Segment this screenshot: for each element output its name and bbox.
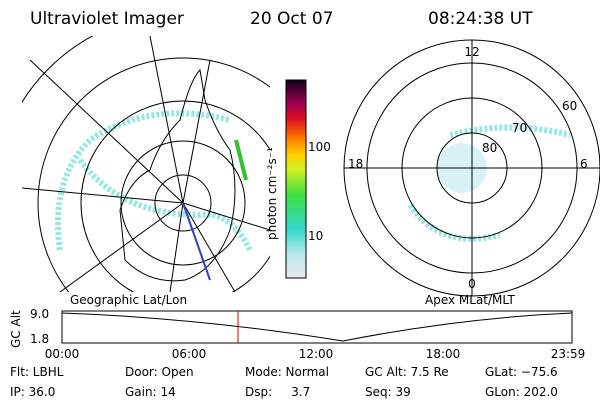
meridians bbox=[22, 36, 270, 292]
lat-circle bbox=[37, 57, 270, 292]
altitude-frame bbox=[61, 310, 573, 344]
aurora bbox=[55, 110, 231, 251]
mlt-axes bbox=[344, 40, 600, 296]
status-field: GC Alt: 7.5 Re bbox=[365, 365, 449, 379]
time: 08:24:38 UT bbox=[428, 9, 533, 29]
lat-label: 60 bbox=[562, 99, 577, 113]
colorbar-tick: 10 bbox=[308, 229, 323, 243]
footer: Flt: LBHL Door: Open Mode: Normal GC Alt: 7… bbox=[10, 365, 558, 399]
aurora bbox=[449, 124, 571, 138]
colorbar-tick: 100 bbox=[308, 140, 331, 154]
altitude-curve bbox=[61, 312, 573, 342]
map-label: Geographic Lat/Lon bbox=[70, 293, 187, 307]
lat-circle bbox=[120, 140, 246, 266]
terminator bbox=[182, 202, 211, 281]
status-field: Flt: LBHL bbox=[10, 365, 64, 379]
apex-map: 12 18 6 0 60 70 80 bbox=[343, 39, 600, 297]
date: 20 Oct 07 bbox=[250, 9, 333, 29]
lat-circle bbox=[22, 36, 94, 104]
mlt-label: 18 bbox=[348, 157, 363, 171]
time-tick: 18:00 bbox=[426, 347, 461, 361]
status-field: Dsp: 3.7 bbox=[245, 385, 310, 399]
mlt-label: 12 bbox=[464, 45, 479, 59]
aurora bbox=[77, 158, 253, 252]
colorbar-label: photon cm⁻²s⁻¹ bbox=[265, 147, 279, 240]
status-field: GLon: 202.0 bbox=[485, 385, 558, 399]
title: Ultraviolet Imager bbox=[30, 9, 184, 29]
time-tick: 23:59 bbox=[551, 347, 586, 361]
aurora-bright bbox=[234, 139, 248, 181]
status-field: Mode: Normal bbox=[245, 365, 329, 379]
time-tick: 00:00 bbox=[45, 347, 80, 361]
lat-label: 80 bbox=[482, 141, 497, 155]
colorbar bbox=[285, 79, 307, 279]
altitude-tick: 9.0 bbox=[30, 307, 49, 321]
status-field: Seq: 39 bbox=[365, 385, 411, 399]
status-field: Gain: 14 bbox=[125, 385, 176, 399]
coastline bbox=[119, 68, 236, 282]
geographic-map bbox=[22, 36, 270, 292]
mlt-label: 6 bbox=[580, 157, 588, 171]
lat-circle bbox=[80, 100, 270, 292]
status-field: GLat: −75.6 bbox=[485, 365, 558, 379]
lat-circle bbox=[154, 174, 212, 232]
time-tick: 12:00 bbox=[299, 347, 334, 361]
lat-label: 70 bbox=[512, 121, 527, 135]
map-label: Apex MLat/MLT bbox=[425, 293, 515, 307]
aurora bbox=[407, 203, 501, 242]
mlt-label: 0 bbox=[468, 277, 476, 291]
status-field: IP: 36.0 bbox=[10, 385, 55, 399]
altitude-tick: 1.8 bbox=[30, 332, 49, 346]
status-field: Door: Open bbox=[125, 365, 194, 379]
time-tick: 06:00 bbox=[172, 347, 207, 361]
altitude-label: GC Alt bbox=[9, 310, 23, 348]
